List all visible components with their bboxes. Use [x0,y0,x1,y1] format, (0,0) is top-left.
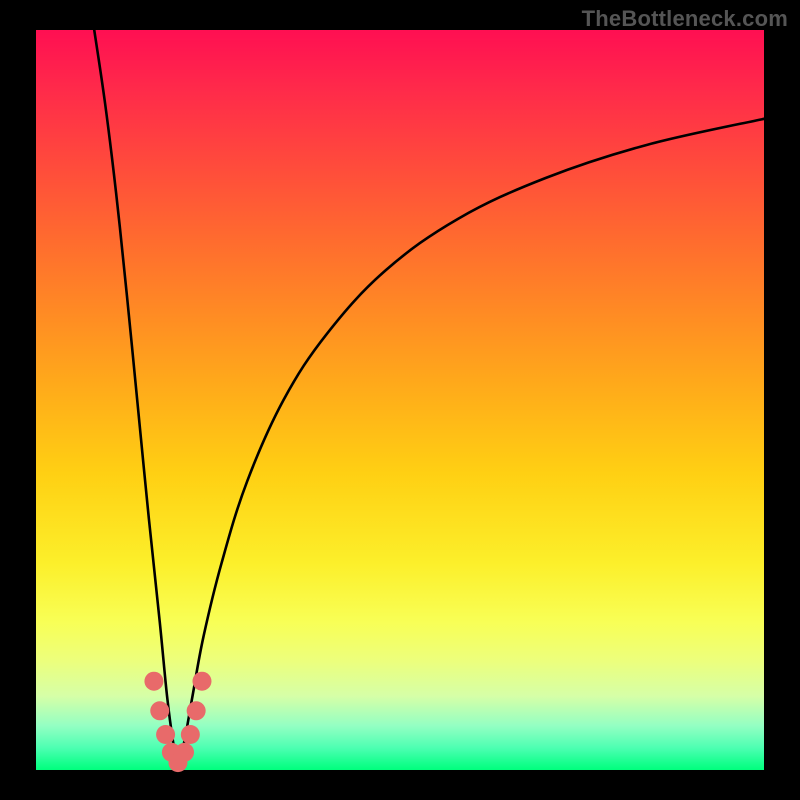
watermark-text: TheBottleneck.com [582,6,788,32]
plot-area [36,30,764,770]
chart-container: TheBottleneck.com [0,0,800,800]
